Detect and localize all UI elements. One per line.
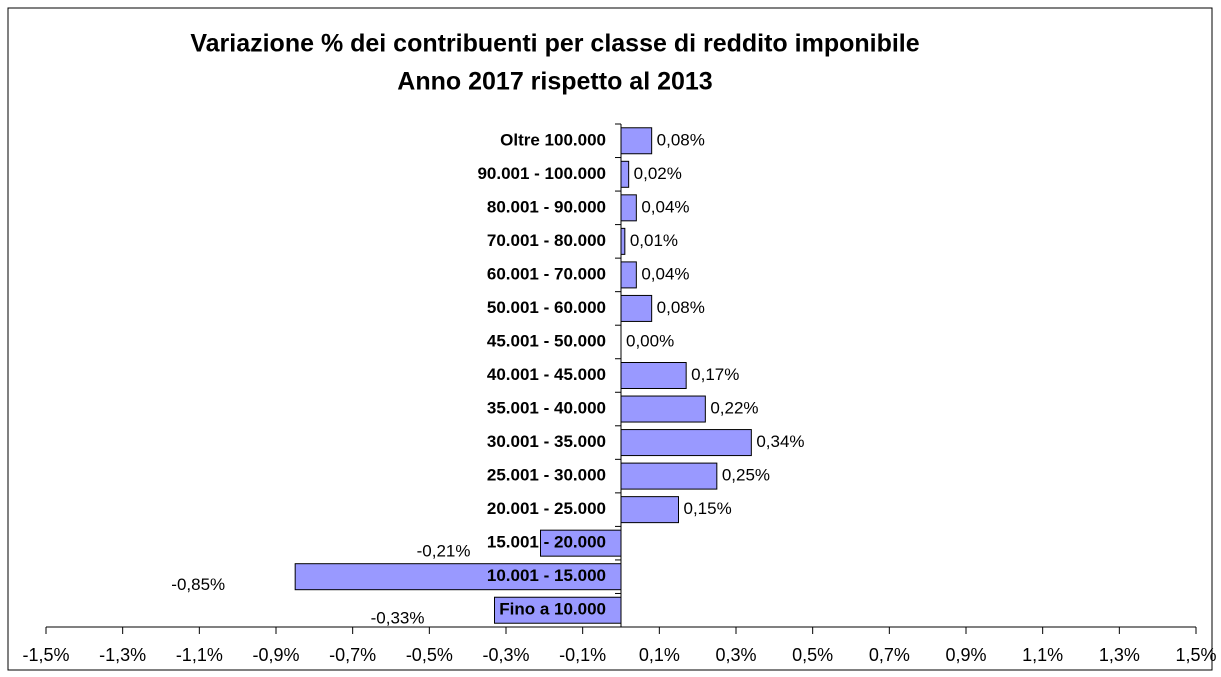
x-tick-label: 0,1% — [639, 645, 680, 665]
category-label: 70.001 - 80.000 — [487, 231, 606, 250]
chart-border — [7, 7, 1213, 671]
x-tick-label: 1,5% — [1175, 645, 1216, 665]
bar — [620, 127, 653, 155]
value-label: -0,21% — [417, 542, 471, 561]
x-tick-label: -0,9% — [252, 645, 299, 665]
value-label: 0,00% — [626, 331, 674, 350]
category-label: 80.001 - 90.000 — [487, 197, 606, 216]
bar — [620, 395, 706, 423]
chart-subtitle: Anno 2017 rispetto al 2013 — [397, 68, 712, 96]
value-label: 0,17% — [691, 365, 739, 384]
category-label: 60.001 - 70.000 — [487, 264, 606, 283]
bar — [620, 160, 630, 188]
x-tick-label: -0,3% — [482, 645, 529, 665]
value-label: 0,22% — [710, 399, 758, 418]
category-label: Fino a 10.000 — [499, 600, 606, 619]
value-label: 0,04% — [641, 264, 689, 283]
bar — [294, 563, 622, 591]
value-label: 0,08% — [657, 130, 705, 149]
value-label: 0,15% — [684, 499, 732, 518]
bar — [620, 462, 718, 490]
x-tick-label: -0,5% — [406, 645, 453, 665]
x-tick-label: 0,7% — [869, 645, 910, 665]
category-label: 45.001 - 50.000 — [487, 331, 606, 350]
bar — [620, 496, 679, 524]
category-label: 50.001 - 60.000 — [487, 298, 606, 317]
category-label: Oltre 100.000 — [500, 130, 606, 149]
category-label: 35.001 - 40.000 — [487, 399, 606, 418]
x-tick-label: 1,3% — [1099, 645, 1140, 665]
value-label: 0,08% — [657, 298, 705, 317]
x-tick-label: -1,5% — [22, 645, 69, 665]
x-tick-label: -0,7% — [329, 645, 376, 665]
category-label: 25.001 - 30.000 — [487, 466, 606, 485]
value-label: 0,04% — [641, 197, 689, 216]
value-label: -0,85% — [171, 575, 225, 594]
value-label: -0,33% — [371, 609, 425, 628]
bar — [620, 294, 653, 322]
bar — [620, 362, 687, 389]
x-tick-label: -1,3% — [99, 645, 146, 665]
bar — [620, 261, 637, 289]
value-label: 0,02% — [634, 164, 682, 183]
x-tick-label: -0,1% — [559, 645, 606, 665]
category-label: 30.001 - 35.000 — [487, 432, 606, 451]
bar — [620, 429, 752, 457]
x-tick-label: -1,1% — [176, 645, 223, 665]
x-tick-label: 1,1% — [1022, 645, 1063, 665]
x-tick-label: 0,9% — [945, 645, 986, 665]
x-tick-label: 0,3% — [715, 645, 756, 665]
x-tick-label: 0,5% — [792, 645, 833, 665]
category-label: 90.001 - 100.000 — [477, 164, 606, 183]
value-label: 0,34% — [756, 432, 804, 451]
category-label: 40.001 - 45.000 — [487, 365, 606, 384]
value-label: 0,01% — [630, 231, 678, 250]
category-label: 10.001 - 15.000 — [487, 566, 606, 585]
category-label: 15.001 - 20.000 — [487, 533, 606, 552]
category-label: 20.001 - 25.000 — [487, 499, 606, 518]
chart-title: Variazione % dei contribuenti per classe… — [190, 30, 919, 58]
bar — [620, 227, 626, 255]
value-label: 0,25% — [722, 466, 770, 485]
bar — [620, 194, 637, 222]
